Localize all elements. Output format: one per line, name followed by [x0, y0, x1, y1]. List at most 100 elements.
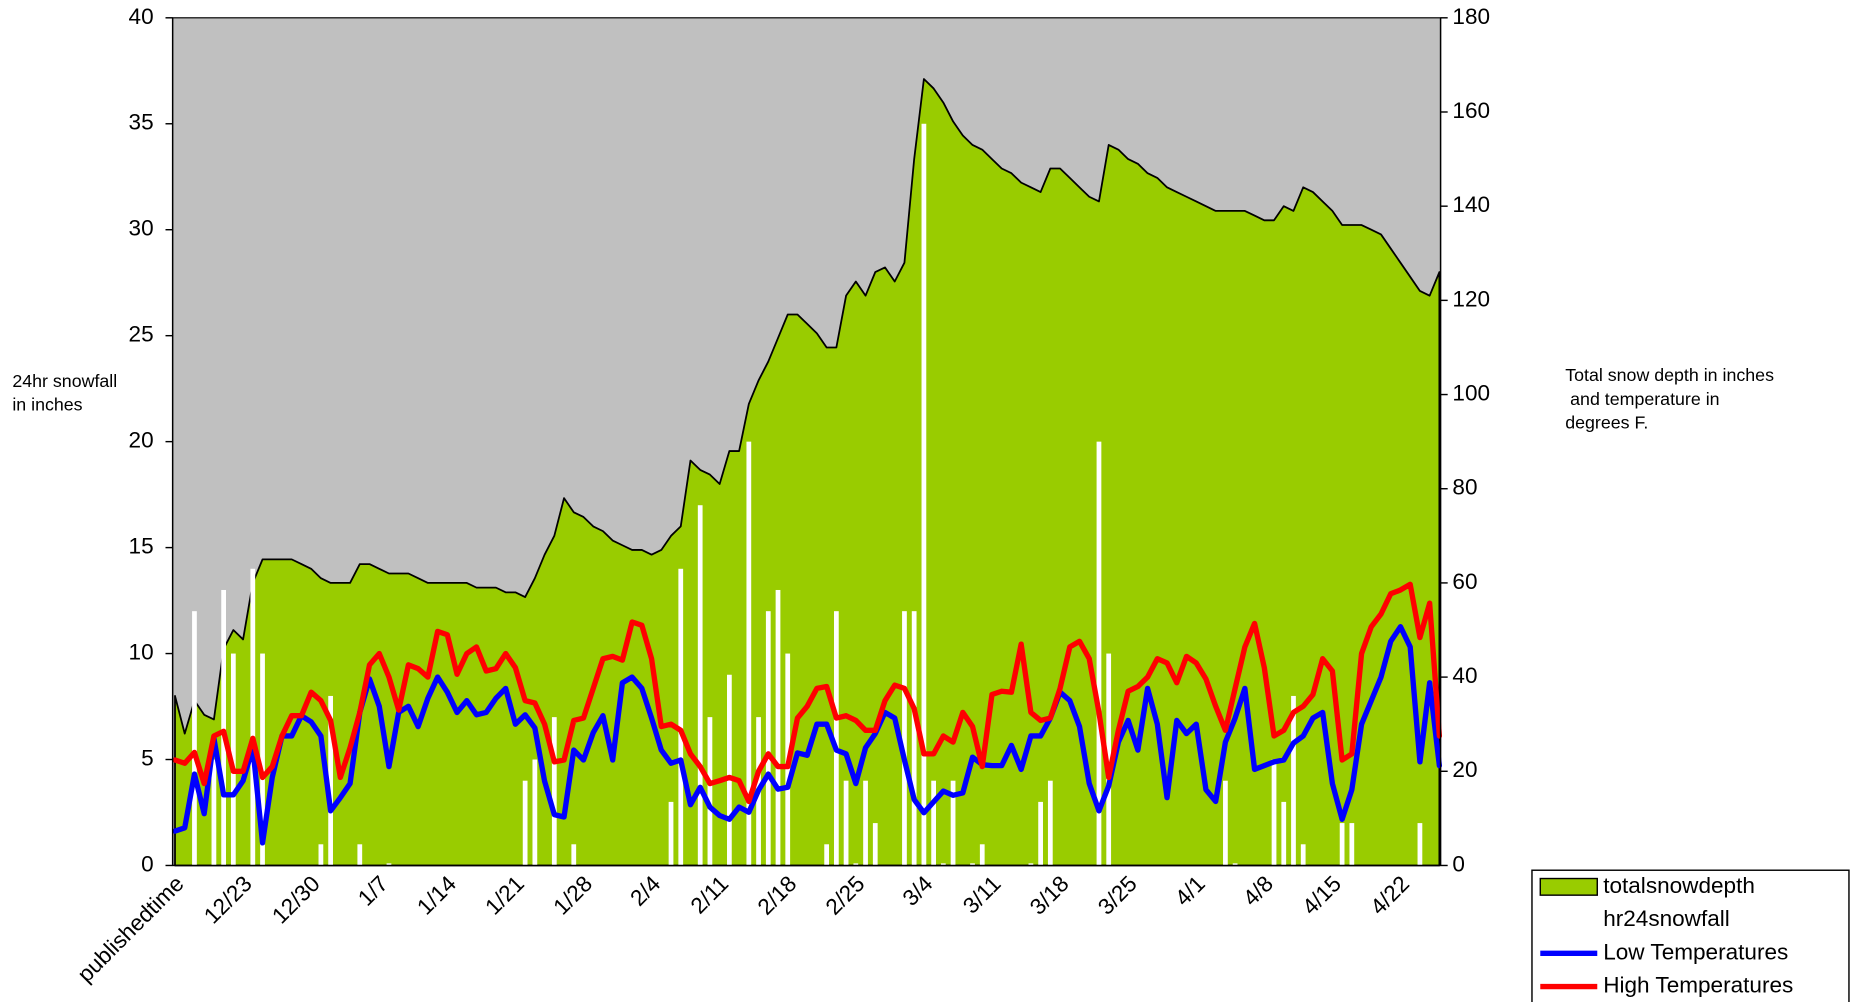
x-tick-label: 2/4 [625, 871, 665, 911]
bar [1232, 863, 1238, 866]
x-tick-label: 4/1 [1170, 871, 1210, 911]
legend-swatch [1540, 911, 1598, 929]
bar [1038, 801, 1043, 866]
bar [940, 863, 946, 866]
line-layer [172, 581, 1443, 846]
x-tick-label: 1/28 [548, 871, 597, 920]
x-tick-label: 2/18 [753, 871, 802, 920]
y2-tick-label: 60 [1452, 569, 1477, 594]
x-tick-label: 1/7 [353, 871, 393, 911]
bar [1096, 441, 1102, 866]
y-tick-label: 10 [129, 640, 154, 665]
y-tick-label: 30 [129, 216, 154, 241]
bar [1349, 823, 1355, 866]
y2-tick-label: 40 [1452, 663, 1477, 688]
bar [765, 611, 771, 866]
x-tick-label: 3/25 [1093, 871, 1142, 920]
x-tick-label: 1/21 [480, 871, 529, 920]
bar [1028, 863, 1034, 866]
y2-tick-label: 80 [1452, 475, 1477, 500]
y2-tick-label: 120 [1452, 286, 1490, 311]
bar [230, 653, 236, 866]
bar [931, 780, 936, 866]
x-tick-label: 2/25 [821, 871, 870, 920]
bar [532, 759, 538, 866]
x-tick-label: 3/4 [898, 871, 938, 911]
bar [707, 717, 713, 866]
legend-label: Low Temperatures [1603, 939, 1788, 964]
legend-label: hr24snowfall [1603, 906, 1730, 931]
y2-axis-title: and temperature in [1565, 389, 1719, 409]
x-tick-label: 3/11 [958, 871, 1006, 919]
bar [522, 780, 528, 866]
bar [1223, 780, 1228, 866]
bar [746, 441, 752, 866]
y-axis-title: in inches [12, 395, 82, 415]
y-tick-label: 0 [141, 851, 154, 876]
line [172, 624, 1443, 846]
bar [571, 844, 577, 866]
bar [192, 611, 197, 866]
bar [853, 863, 859, 866]
y2-tick-label: 140 [1452, 192, 1490, 217]
x-tick-label: 4/8 [1238, 871, 1278, 911]
legend-label: High Temperatures [1603, 973, 1793, 998]
bar [1417, 823, 1423, 866]
bar [260, 653, 265, 866]
y-axis-title: 24hr snowfall [12, 371, 117, 391]
bar [1281, 801, 1287, 866]
y2-tick-label: 180 [1452, 4, 1490, 29]
y-tick-label: 15 [129, 534, 154, 559]
x-tick-label: 1/14 [412, 871, 461, 920]
y2-tick-label: 100 [1452, 381, 1490, 406]
bar [250, 568, 256, 866]
bar [386, 863, 392, 866]
x-tick-label: publishedtime [73, 871, 189, 987]
x-tick-label: 12/23 [199, 871, 257, 929]
bar [950, 780, 956, 866]
y-tick-label: 40 [129, 4, 154, 29]
bar [824, 844, 830, 866]
bar [318, 844, 324, 866]
bar [697, 505, 703, 866]
bar [668, 801, 674, 866]
bar [843, 780, 849, 866]
x-tick-label: 2/11 [686, 871, 734, 919]
x-tick-label: 4/15 [1297, 871, 1346, 920]
legend-label: totalsnowdepth [1603, 873, 1755, 898]
bar [970, 863, 975, 866]
bar [678, 568, 684, 866]
legend: totalsnowdepth hr24snowfall Low Temperatur… [1531, 869, 1850, 1002]
bar [979, 844, 985, 866]
x-tick-label: 4/22 [1365, 871, 1414, 920]
y2-tick-label: 20 [1452, 757, 1477, 782]
y2-tick-label: 0 [1452, 851, 1465, 876]
bar [328, 695, 333, 866]
x-tick-label: 3/18 [1025, 871, 1074, 920]
bar [1271, 759, 1277, 866]
bar [872, 823, 878, 866]
bar [863, 780, 868, 866]
bar [775, 589, 781, 866]
bar [1047, 780, 1053, 866]
bar [1339, 823, 1345, 866]
legend-swatch [1539, 877, 1598, 896]
y2-axis-title: Total snow depth in inches [1565, 365, 1774, 385]
bar [727, 674, 732, 866]
bar [833, 611, 839, 866]
y-tick-label: 25 [129, 322, 154, 347]
y-tick-label: 20 [129, 428, 154, 453]
y2-axis-title: degrees F. [1565, 413, 1648, 433]
bar [357, 844, 363, 866]
bar [1300, 844, 1306, 866]
x-tick-label: 12/30 [267, 871, 325, 929]
y2-tick-label: 160 [1452, 98, 1490, 123]
bar [1291, 695, 1296, 866]
bar [921, 123, 927, 866]
bar [902, 611, 907, 866]
y-tick-label: 5 [141, 745, 154, 770]
bar [221, 589, 227, 866]
bar [551, 717, 557, 866]
